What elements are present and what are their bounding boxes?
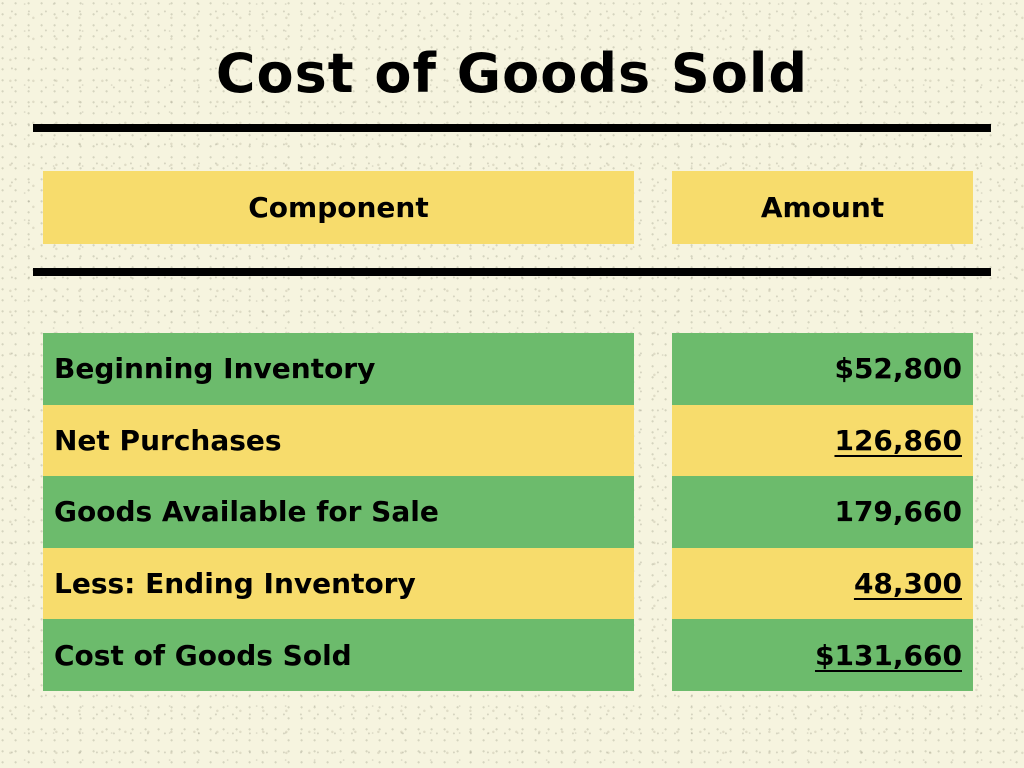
table-row-cost-of-goods-sold: Cost of Goods Sold bbox=[43, 619, 634, 691]
row-amount: $52,800 bbox=[834, 352, 962, 386]
row-amount: $131,660 bbox=[814, 638, 962, 672]
row-label: Goods Available for Sale bbox=[54, 495, 439, 529]
component-column-header: Component bbox=[43, 171, 634, 244]
page-title: Cost of Goods Sold bbox=[215, 42, 809, 105]
header-divider bbox=[33, 268, 991, 276]
row-label: Net Purchases bbox=[54, 423, 282, 457]
amount-cell-cost-of-goods-sold: $131,660 bbox=[672, 619, 973, 691]
row-amount: 126,860 bbox=[834, 423, 962, 457]
table-row-net-purchases: Net Purchases bbox=[43, 404, 634, 477]
amount-cell-beginning-inventory: $52,800 bbox=[672, 333, 973, 405]
amount-cell-goods-available: 179,660 bbox=[672, 476, 973, 548]
row-label: Less: Ending Inventory bbox=[54, 567, 416, 601]
table-row-ending-inventory: Less: Ending Inventory bbox=[43, 547, 634, 620]
row-amount: 179,660 bbox=[834, 495, 962, 529]
row-amount: 48,300 bbox=[853, 567, 962, 601]
row-label: Cost of Goods Sold bbox=[54, 638, 352, 672]
table-row-goods-available: Goods Available for Sale bbox=[43, 476, 634, 548]
amount-column: $52,800 126,860 179,660 48,300 $131,660 bbox=[672, 333, 973, 691]
title-divider bbox=[33, 124, 991, 132]
component-column: Beginning Inventory Net Purchases Goods … bbox=[43, 333, 634, 691]
amount-cell-net-purchases: 126,860 bbox=[672, 404, 973, 477]
amount-column-header: Amount bbox=[672, 171, 973, 244]
amount-cell-ending-inventory: 48,300 bbox=[672, 547, 973, 620]
row-label: Beginning Inventory bbox=[54, 352, 376, 386]
table-row-beginning-inventory: Beginning Inventory bbox=[43, 333, 634, 405]
